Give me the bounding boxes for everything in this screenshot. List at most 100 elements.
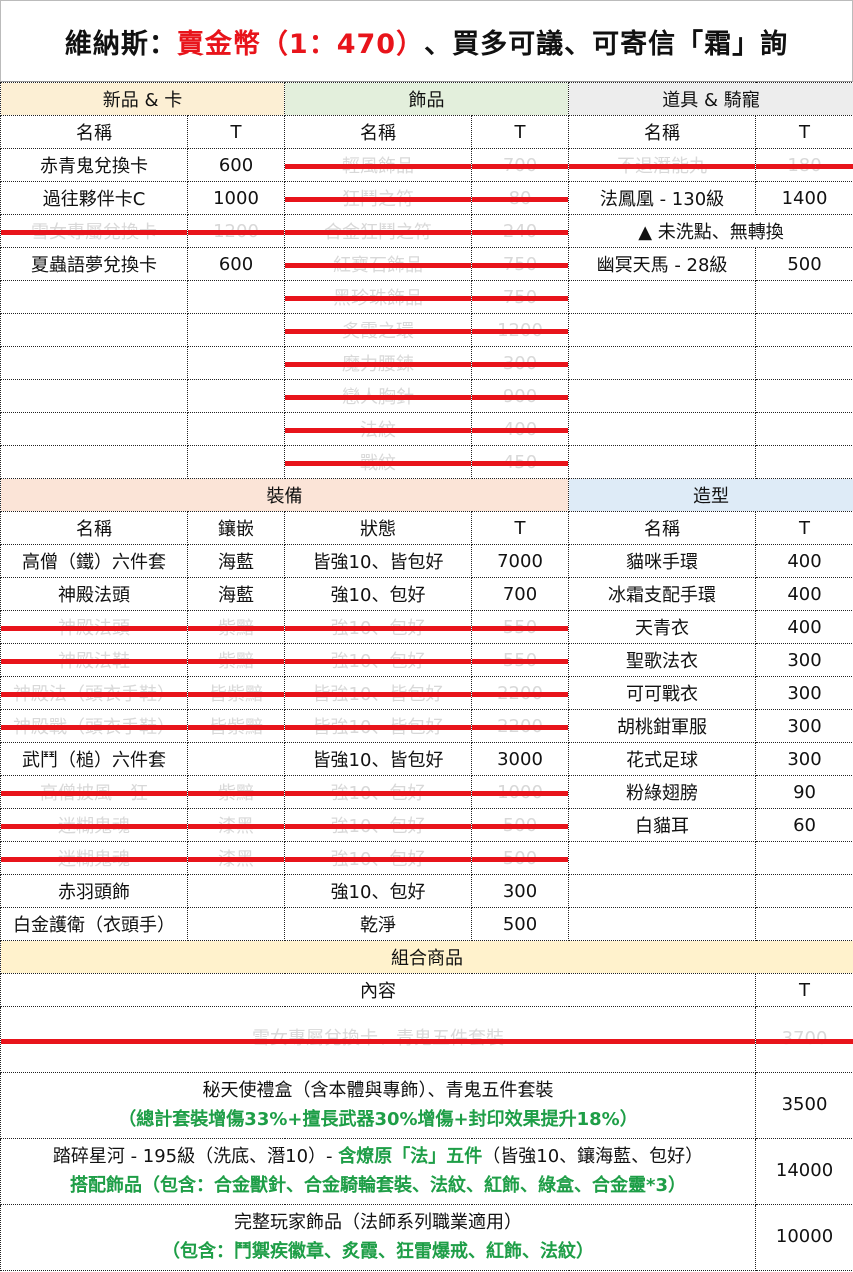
column-header-row: 內容 T [0,973,853,1007]
equipment-inlay: 皆紫黯 [186,709,286,743]
equipment-name: 神殿法頭 [0,610,188,644]
equipment-inlay: 漆黑 [186,808,286,842]
equipment-status: 強10、包好 [284,808,473,842]
item-name [568,346,757,380]
item-name [568,313,757,347]
item-price: 450 [471,445,570,479]
item-name: 戀人胸針 [284,379,473,413]
item-price: 240 [471,214,570,248]
table-row: 高僧（鐵）六件套 海藍 皆強10、皆包好 7000 貓咪手環 400 [0,544,853,578]
equipment-inlay: 紫黯 [186,643,286,677]
column-header-name: 名稱 [0,115,188,149]
style-price: 300 [755,742,853,776]
item-price: 400 [471,412,570,446]
item-name: 戰紋 [284,445,473,479]
combo-row: 雪女專屬兌換卡、青鬼五件套裝 3700 [0,1006,853,1073]
item-price [186,445,286,479]
equipment-status: 強10、包好 [284,643,473,677]
table-row: 過往夥伴卡C 1000 狂鬥之符 80 法鳳凰 - 130級 1400 [0,181,853,215]
table-row: 神殿戰（頭衣手鞋） 皆紫黯 皆強10、皆包好 2200 胡桃鉗軍服 300 [0,709,853,743]
item-price: 600 [186,148,286,182]
column-header-name: 名稱 [568,115,757,149]
item-name: 過往夥伴卡C [0,181,188,215]
equipment-t: 2200 [471,676,570,710]
equipment-status: 強10、包好 [284,577,473,611]
style-name: 可可戰衣 [568,676,757,710]
combo-detail: 含燎原「法」五件 [338,1145,483,1167]
combo-text: 完整玩家飾品（法師系列職業適用） [234,1211,522,1233]
column-header: 內容 [0,973,757,1007]
item-name: 法鳳凰 - 130級 [568,181,757,215]
combo-content: 秘天使禮盒（含本體與專飾）、青鬼五件套裝 （總計套裝增傷33%+擅長武器30%增傷… [0,1072,757,1139]
combo-content: 雪女專屬兌換卡、青鬼五件套裝 [0,1006,757,1073]
item-price [755,346,853,380]
table-row: 迷糊鬼魂 漆黑 強10、包好 500 [0,841,853,875]
table-row: 神殿法頭 紫黯 強10、包好 550 天青衣 400 [0,610,853,644]
style-name: 天青衣 [568,610,757,644]
item-price [186,280,286,314]
table-row: 神殿法頭 海藍 強10、包好 700 冰霜支配手環 400 [0,577,853,611]
combo-text: （皆強10、鑲海藍、包好） [482,1145,704,1167]
item-price [186,412,286,446]
table-row: 魔力腰鍊 300 [0,346,853,380]
title-note: 、買多可議、可寄信「霜」詢 [424,28,789,60]
item-name: 輕風飾品 [284,148,473,182]
equipment-t: 1000 [471,775,570,809]
equipment-inlay: 漆黑 [186,841,286,875]
equipment-name: 神殿法（頭衣手鞋） [0,676,188,710]
item-name: 幽冥天馬 - 28級 [568,247,757,281]
combo-price: 3700 [755,1006,853,1073]
equipment-t: 700 [471,577,570,611]
section-title: 道具 & 騎寵 [568,82,853,116]
item-name: 魔力腰鍊 [284,346,473,380]
section-title: 飾品 [284,82,570,116]
table-row: 雪女專屬兌換卡 1200 合金狂鬥之符 240 ▲ 未洗點、無轉換 [0,214,853,248]
equipment-name: 白金護衛（衣頭手） [0,907,188,941]
item-price: 600 [186,247,286,281]
column-header-t: T [471,115,570,149]
equipment-t: 2200 [471,709,570,743]
style-name: 貓咪手環 [568,544,757,578]
combo-row: 秘天使禮盒（含本體與專飾）、青鬼五件套裝 （總計套裝增傷33%+擅長武器30%增傷… [0,1072,853,1139]
item-name: 不退潛能丸 [568,148,757,182]
style-name: 白貓耳 [568,808,757,842]
column-header-t: T [755,115,853,149]
style-name: 聖歌法衣 [568,643,757,677]
item-price: 180 [755,148,853,182]
equipment-status: 皆強10、皆包好 [284,676,473,710]
item-price: 1200 [186,214,286,248]
table-row: 白金護衛（衣頭手） 乾淨 500 [0,907,853,941]
column-header: T [471,511,570,545]
combo-line: （總計套裝增傷33%+擅長武器30%增傷+封印效果提升18%） [2,1106,755,1135]
table-row: 黑珍珠飾品 750 [0,280,853,314]
page-title: 維納斯： 賣金幣（1：470） 、買多可議、可寄信「霜」詢 [0,0,853,82]
item-name: 紅寶石飾品 [284,247,473,281]
equipment-status: 皆強10、皆包好 [284,709,473,743]
item-price: 750 [471,280,570,314]
item-price: 700 [471,148,570,182]
section-header-row: 裝備 造型 [0,478,853,512]
style-price: 90 [755,775,853,809]
column-header: 鑲嵌 [186,511,286,545]
equipment-t: 300 [471,874,570,908]
equipment-status: 乾淨 [284,907,473,941]
equipment-status: 強10、包好 [284,874,473,908]
combo-line: 踏碎星河 - 195級（洗底、潛10）- 含燎原「法」五件（皆強10、鑲海藍、包… [2,1143,755,1172]
item-name [0,379,188,413]
combo-line: （包含：鬥禦疾徽章、炙霞、狂雷爆戒、紅飾、法紋） [2,1238,755,1267]
table-row: 神殿法（頭衣手鞋） 皆紫黯 皆強10、皆包好 2200 可可戰衣 300 [0,676,853,710]
equipment-name: 赤羽頭飾 [0,874,188,908]
item-name: 雪女專屬兌換卡 [0,214,188,248]
combo-price: 14000 [755,1138,853,1205]
combo-content: 踏碎星河 - 195級（洗底、潛10）- 含燎原「法」五件（皆強10、鑲海藍、包… [0,1138,757,1205]
equipment-t: 550 [471,610,570,644]
equipment-inlay: 紫黯 [186,775,286,809]
item-price: 900 [471,379,570,413]
table-row: 炙霞之環 1200 [0,313,853,347]
style-price: 400 [755,577,853,611]
equipment-name: 神殿法頭 [0,577,188,611]
item-name [0,445,188,479]
equipment-t: 500 [471,808,570,842]
style-name: 粉綠翅膀 [568,775,757,809]
item-name [568,445,757,479]
